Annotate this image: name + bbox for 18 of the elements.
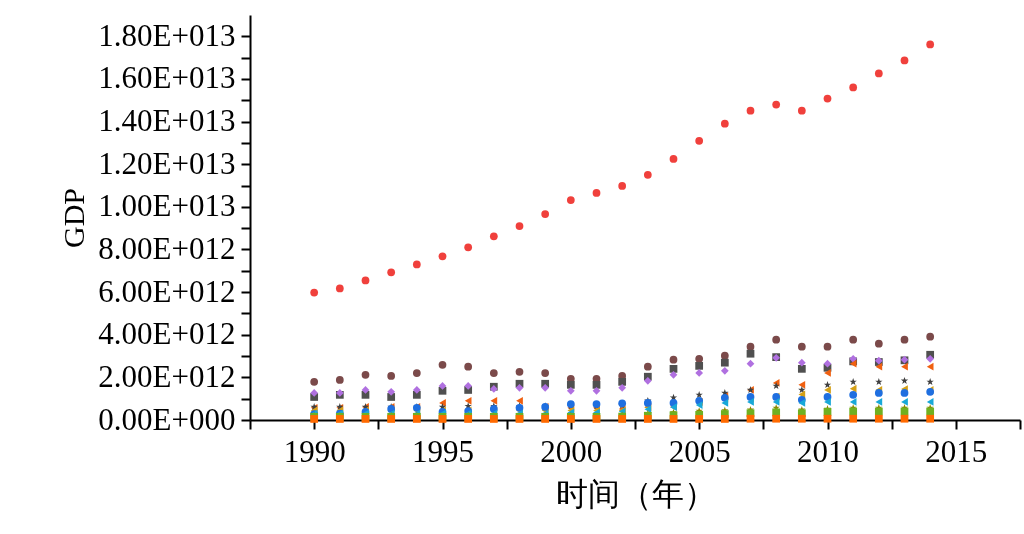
y-tick-label: 1.60E+013	[98, 60, 236, 96]
x-tick-label: 2015	[925, 433, 988, 469]
y-tick-label: 1.40E+013	[98, 103, 236, 139]
y-tick-label: 1.00E+013	[98, 188, 236, 224]
y-tick-label: 1.80E+013	[98, 17, 236, 53]
y-axis-title: GDP	[57, 187, 91, 249]
y-tick-label: 4.00E+012	[98, 316, 236, 352]
y-tick-label: 1.20E+013	[98, 145, 236, 181]
x-tick-label: 1995	[412, 433, 474, 469]
x-tick-label: 2000	[540, 433, 603, 469]
x-tick-label: 2010	[797, 433, 859, 469]
y-tick-label: 2.00E+012	[98, 358, 236, 394]
y-tick-label: 8.00E+012	[98, 230, 236, 266]
y-tick-label: 0.00E+000	[98, 401, 236, 437]
x-tick-label: 1990	[283, 433, 346, 469]
x-axis-title: 时间（年）	[555, 475, 716, 512]
x-tick-label: 2005	[668, 433, 731, 469]
y-tick-label: 6.00E+012	[98, 273, 236, 309]
